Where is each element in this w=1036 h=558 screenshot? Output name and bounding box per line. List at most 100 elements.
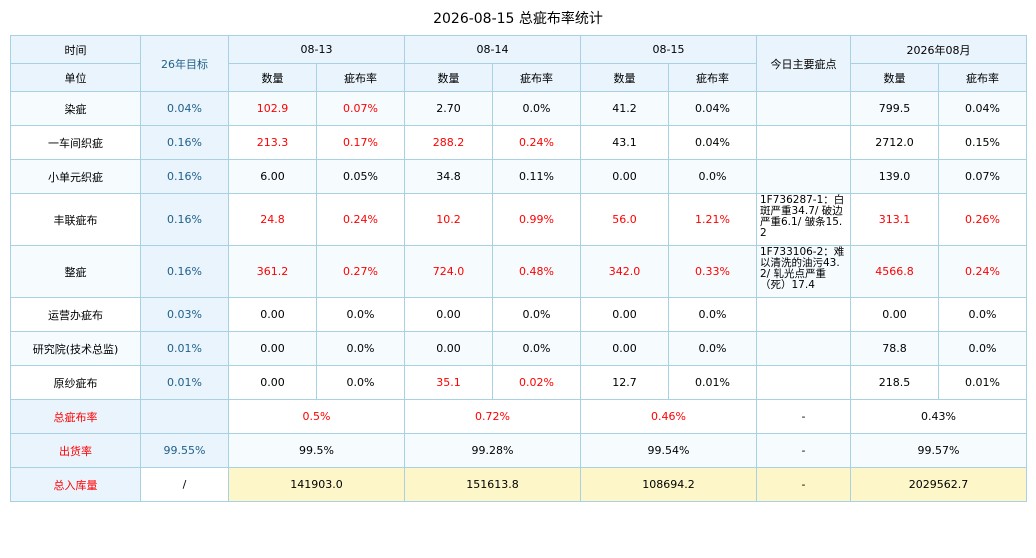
target-label: 26年目标	[140, 35, 229, 92]
cell-rate: 0.99%	[492, 193, 581, 246]
cell-rate: 0.24%	[492, 125, 581, 160]
shipping-rate-month: 99.57%	[850, 433, 1027, 468]
cell-month-qty: 2712.0	[850, 125, 939, 160]
cell-rate: 0.0%	[492, 297, 581, 332]
header-row-dates: 时间 26年目标 08-13 08-14 08-15 今日主要疵点 2026年0…	[10, 35, 1027, 92]
table-row: 运营办疵布 0.03% 0.00 0.0% 0.00 0.0% 0.00 0.0…	[10, 297, 1027, 332]
cell-qty: 0.00	[404, 297, 493, 332]
row-label: 一车间织疵	[10, 125, 141, 160]
report-title: 2026-08-15 总疵布率统计	[433, 11, 603, 27]
cell-qty: 0.00	[404, 331, 493, 366]
row-target: 0.01%	[140, 331, 229, 366]
cell-month-rate: 0.07%	[938, 159, 1027, 194]
cell-qty: 213.3	[228, 125, 317, 160]
table-row: 染疵 0.04% 102.9 0.07% 2.70 0.0% 41.2 0.04…	[10, 91, 1027, 126]
cell-qty: 35.1	[404, 365, 493, 400]
cell-rate: 0.0%	[668, 297, 757, 332]
row-label: 丰联疵布	[10, 193, 141, 246]
cell-rate: 0.17%	[316, 125, 405, 160]
defect-rate-table: 时间 26年目标 08-13 08-14 08-15 今日主要疵点 2026年0…	[10, 35, 1027, 502]
row-target: 0.16%	[140, 159, 229, 194]
cell-rate: 0.0%	[668, 159, 757, 194]
cell-qty: 342.0	[580, 245, 669, 298]
cell-qty: 288.2	[404, 125, 493, 160]
rate-header: 疵布率	[938, 63, 1027, 92]
total-defect-rate-note: -	[756, 399, 851, 434]
cell-rate: 0.02%	[492, 365, 581, 400]
cell-note: 1F736287-1：白斑严重34.7/ 破边严重6.1/ 皱条15.2	[756, 193, 851, 246]
total-defect-rate-d3: 0.46%	[580, 399, 757, 434]
cell-rate: 0.0%	[316, 297, 405, 332]
stock-in-row: 总入库量 / 141903.0 151613.8 108694.2 - 2029…	[10, 467, 1027, 502]
cell-qty: 0.00	[580, 159, 669, 194]
cell-month-qty: 799.5	[850, 91, 939, 126]
cell-rate: 0.01%	[668, 365, 757, 400]
cell-note	[756, 331, 851, 366]
stock-in-d1: 141903.0	[228, 467, 405, 502]
cell-qty: 0.00	[580, 331, 669, 366]
stock-in-d3: 108694.2	[580, 467, 757, 502]
row-target: 0.03%	[140, 297, 229, 332]
cell-rate: 0.0%	[316, 365, 405, 400]
cell-qty: 2.70	[404, 91, 493, 126]
cell-month-rate: 0.01%	[938, 365, 1027, 400]
shipping-rate-target: 99.55%	[140, 433, 229, 468]
stock-in-note: -	[756, 467, 851, 502]
shipping-rate-row: 出货率 99.55% 99.5% 99.28% 99.54% - 99.57%	[10, 433, 1027, 468]
cell-rate: 0.11%	[492, 159, 581, 194]
table-row: 整疵 0.16% 361.2 0.27% 724.0 0.48% 342.0 0…	[10, 245, 1027, 298]
shipping-rate-d3: 99.54%	[580, 433, 757, 468]
cell-qty: 41.2	[580, 91, 669, 126]
qty-header: 数量	[850, 63, 939, 92]
cell-month-rate: 0.0%	[938, 331, 1027, 366]
cell-rate: 0.0%	[492, 91, 581, 126]
rate-header: 疵布率	[668, 63, 757, 92]
cell-qty: 0.00	[580, 297, 669, 332]
cell-qty: 12.7	[580, 365, 669, 400]
cell-qty: 724.0	[404, 245, 493, 298]
cell-qty: 0.00	[228, 331, 317, 366]
cell-note	[756, 125, 851, 160]
stock-in-target: /	[140, 467, 229, 502]
shipping-rate-d1: 99.5%	[228, 433, 405, 468]
table-row: 小单元织疵 0.16% 6.00 0.05% 34.8 0.11% 0.00 0…	[10, 159, 1027, 194]
table-row: 研究院(技术总监) 0.01% 0.00 0.0% 0.00 0.0% 0.00…	[10, 331, 1027, 366]
cell-month-qty: 78.8	[850, 331, 939, 366]
cell-qty: 0.00	[228, 297, 317, 332]
table-row: 一车间织疵 0.16% 213.3 0.17% 288.2 0.24% 43.1…	[10, 125, 1027, 160]
qty-header: 数量	[228, 63, 317, 92]
total-defect-rate-target	[140, 399, 229, 434]
table-row: 丰联疵布 0.16% 24.8 0.24% 10.2 0.99% 56.0 1.…	[10, 193, 1027, 246]
row-target: 0.01%	[140, 365, 229, 400]
cell-rate: 0.0%	[316, 331, 405, 366]
cell-note	[756, 297, 851, 332]
stock-in-label: 总入库量	[10, 467, 141, 502]
row-label: 小单元织疵	[10, 159, 141, 194]
rate-header: 疵布率	[316, 63, 405, 92]
total-defect-rate-label: 总疵布率	[10, 399, 141, 434]
cell-rate: 0.0%	[492, 331, 581, 366]
row-target: 0.16%	[140, 193, 229, 246]
cell-qty: 361.2	[228, 245, 317, 298]
cell-rate: 0.04%	[668, 91, 757, 126]
cell-note	[756, 91, 851, 126]
row-label: 研究院(技术总监)	[10, 331, 141, 366]
cell-month-qty: 139.0	[850, 159, 939, 194]
qty-header: 数量	[580, 63, 669, 92]
cell-qty: 24.8	[228, 193, 317, 246]
stock-in-d2: 151613.8	[404, 467, 581, 502]
cell-qty: 43.1	[580, 125, 669, 160]
cell-month-qty: 313.1	[850, 193, 939, 246]
cell-qty: 10.2	[404, 193, 493, 246]
qty-header: 数量	[404, 63, 493, 92]
cell-rate: 0.27%	[316, 245, 405, 298]
shipping-rate-note: -	[756, 433, 851, 468]
cell-month-rate: 0.15%	[938, 125, 1027, 160]
total-defect-rate-d1: 0.5%	[228, 399, 405, 434]
cell-month-qty: 4566.8	[850, 245, 939, 298]
shipping-rate-label: 出货率	[10, 433, 141, 468]
cell-note	[756, 159, 851, 194]
cell-rate: 0.33%	[668, 245, 757, 298]
cell-month-qty: 0.00	[850, 297, 939, 332]
stock-in-month: 2029562.7	[850, 467, 1027, 502]
